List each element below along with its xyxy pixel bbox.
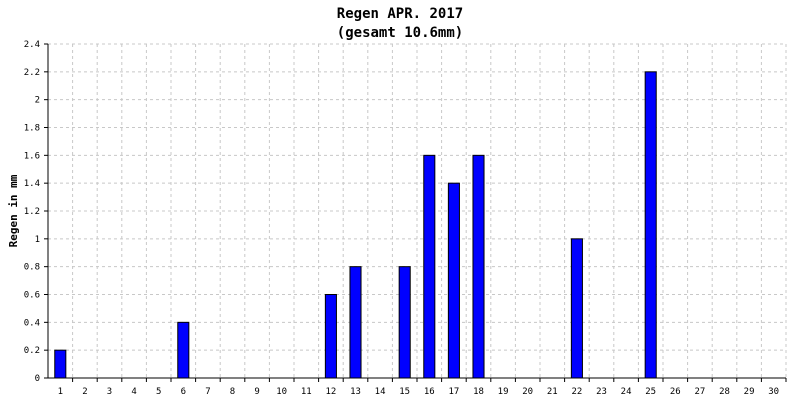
y-tick-label: 0 xyxy=(35,374,40,384)
x-tick-label: 29 xyxy=(744,387,755,397)
x-tick-label: 3 xyxy=(107,387,112,397)
y-tick-labels: 0 0.2 0.4 0.6 0.8 1 1.2 1.4 1.6 1.8 2 2.2 2.4 xyxy=(24,40,48,384)
x-tick-label: 6 xyxy=(181,387,186,397)
bar-day-13 xyxy=(349,266,362,379)
x-tick-label: 7 xyxy=(205,387,210,397)
x-tick-label: 23 xyxy=(596,387,607,397)
y-tick-label: 1.2 xyxy=(24,207,40,217)
x-tick-label: 1 xyxy=(58,387,63,397)
y-tick-label: 1.8 xyxy=(24,124,40,134)
x-tick-label: 26 xyxy=(670,387,681,397)
chart-title: Regen APR. 2017 xyxy=(337,6,463,22)
bar-day-17 xyxy=(447,182,460,379)
x-tick-label: 2 xyxy=(82,387,87,397)
y-tick-label: 0.8 xyxy=(24,263,40,273)
bars xyxy=(54,71,657,379)
y-tick-label: 2.2 xyxy=(24,68,40,78)
x-tick-label: 9 xyxy=(254,387,259,397)
bar-day-22 xyxy=(570,238,583,379)
bar-day-15 xyxy=(398,266,411,379)
y-tick-label: 1.4 xyxy=(24,179,40,189)
x-tick-label: 8 xyxy=(230,387,235,397)
bar-day-1 xyxy=(54,349,67,379)
x-tick-label: 5 xyxy=(156,387,161,397)
x-tick-label: 27 xyxy=(694,387,705,397)
y-tick-label: 2 xyxy=(35,96,40,106)
x-tick-label: 15 xyxy=(399,387,410,397)
bar-day-18 xyxy=(472,154,485,379)
x-tick-label: 13 xyxy=(350,387,361,397)
y-tick-label: 0.2 xyxy=(24,346,40,356)
x-tick-labels: 1 2 3 4 5 6 7 8 9 10 11 12 13 14 15 16 17 18 19 20 21 22 23 24 2… xyxy=(58,378,787,397)
x-tick-label: 16 xyxy=(424,387,435,397)
x-tick-label: 11 xyxy=(301,387,312,397)
y-tick-label: 0.6 xyxy=(24,291,40,301)
x-tick-label: 14 xyxy=(375,387,386,397)
x-tick-label: 28 xyxy=(719,387,730,397)
x-tick-label: 22 xyxy=(571,387,582,397)
y-axis-label: Regen in mm xyxy=(7,174,20,247)
y-tick-label: 1.6 xyxy=(24,151,40,161)
x-tick-label: 17 xyxy=(448,387,459,397)
x-tick-label: 12 xyxy=(325,387,336,397)
x-tick-label: 25 xyxy=(645,387,656,397)
bar-day-6 xyxy=(177,321,190,379)
x-tick-label: 20 xyxy=(522,387,533,397)
grid-lines xyxy=(48,43,787,378)
x-tick-label: 4 xyxy=(131,387,136,397)
x-tick-label: 18 xyxy=(473,387,484,397)
x-tick-label: 24 xyxy=(621,387,632,397)
x-tick-label: 30 xyxy=(768,387,779,397)
x-tick-label: 19 xyxy=(498,387,509,397)
chart-subtitle: (gesamt 10.6mm) xyxy=(337,25,463,41)
bar-day-25 xyxy=(644,71,657,379)
bar-day-12 xyxy=(324,294,337,379)
x-tick-label: 21 xyxy=(547,387,558,397)
x-tick-label: 10 xyxy=(276,387,287,397)
bar-day-16 xyxy=(423,154,436,379)
y-tick-label: 2.4 xyxy=(24,40,40,50)
y-tick-label: 0.4 xyxy=(24,318,40,328)
y-tick-label: 1 xyxy=(35,235,40,245)
